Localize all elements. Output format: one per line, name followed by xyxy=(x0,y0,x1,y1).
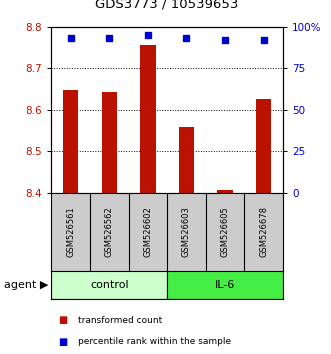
Bar xyxy=(51,271,167,299)
Bar xyxy=(217,190,233,193)
Text: GSM526602: GSM526602 xyxy=(143,206,152,257)
Text: percentile rank within the sample: percentile rank within the sample xyxy=(78,337,231,346)
Text: GSM526561: GSM526561 xyxy=(66,206,75,257)
Bar xyxy=(167,271,283,299)
Text: transformed count: transformed count xyxy=(78,316,162,325)
Text: IL-6: IL-6 xyxy=(215,280,235,290)
Bar xyxy=(179,127,194,193)
Text: ■: ■ xyxy=(58,337,67,347)
Text: ■: ■ xyxy=(58,315,67,325)
Text: GSM526562: GSM526562 xyxy=(105,206,114,257)
Text: GSM526678: GSM526678 xyxy=(259,206,268,257)
Bar xyxy=(256,98,271,193)
Text: GSM526603: GSM526603 xyxy=(182,206,191,257)
Text: agent ▶: agent ▶ xyxy=(4,280,48,290)
Text: GDS3773 / 10539653: GDS3773 / 10539653 xyxy=(95,0,239,11)
Text: GSM526605: GSM526605 xyxy=(220,206,230,257)
Bar xyxy=(102,92,117,193)
Bar xyxy=(63,90,78,193)
Bar xyxy=(140,45,156,193)
Text: control: control xyxy=(90,280,128,290)
